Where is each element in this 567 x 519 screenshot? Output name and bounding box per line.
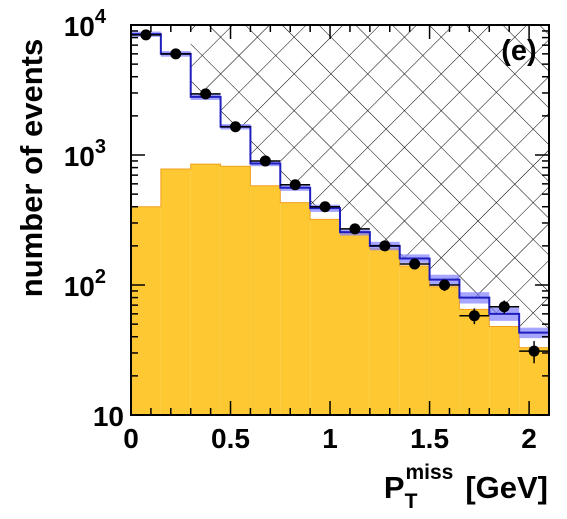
background-bar: [280, 202, 311, 415]
x-tick-label: 2: [521, 423, 537, 454]
background-bar: [190, 164, 221, 415]
background-bar: [220, 166, 251, 415]
data-point: [439, 279, 450, 291]
background-bar: [250, 185, 281, 415]
x-axis-title-sup: miss: [405, 461, 453, 484]
data-point: [289, 179, 301, 191]
data-point: [259, 155, 271, 167]
data-point: [200, 88, 212, 100]
x-axis-title-main: P: [384, 470, 405, 505]
background-bar: [310, 219, 340, 415]
y-tick-label: 102: [64, 266, 106, 302]
x-axis-title: PTmiss [GeV]: [384, 461, 548, 513]
data-point: [498, 301, 510, 313]
data-point: [528, 345, 540, 357]
background-bar: [131, 206, 161, 415]
y-tick-label: 103: [64, 136, 106, 172]
panel-label: (e): [501, 35, 536, 67]
data-point: [379, 240, 391, 252]
data-point: [230, 121, 241, 133]
data-point: [319, 201, 331, 213]
x-tick-label: 1.5: [410, 423, 449, 454]
data-point: [349, 223, 361, 235]
y-axis-title: number of events: [14, 39, 49, 297]
x-tick-label: 0.5: [211, 423, 250, 454]
background-bar: [340, 233, 370, 415]
x-tick-label: 0: [123, 423, 139, 454]
background-bar: [459, 309, 490, 415]
background-bar: [489, 326, 520, 415]
total-step: [131, 33, 549, 415]
background-bar: [429, 286, 460, 415]
x-axis-title-sub: T: [405, 490, 418, 513]
x-axis-title-unit: [GeV]: [465, 470, 548, 505]
y-tick-label: 104: [64, 6, 107, 42]
y-tick-label: 10: [93, 401, 124, 432]
background-bar: [399, 266, 430, 415]
background-bar: [160, 169, 191, 415]
data-point: [170, 48, 182, 60]
x-tick-label: 1: [322, 423, 338, 454]
data-point: [140, 29, 152, 41]
data-point: [409, 258, 421, 270]
data-point: [468, 310, 480, 322]
plot-frame: [130, 24, 550, 416]
background-bar: [369, 248, 400, 415]
